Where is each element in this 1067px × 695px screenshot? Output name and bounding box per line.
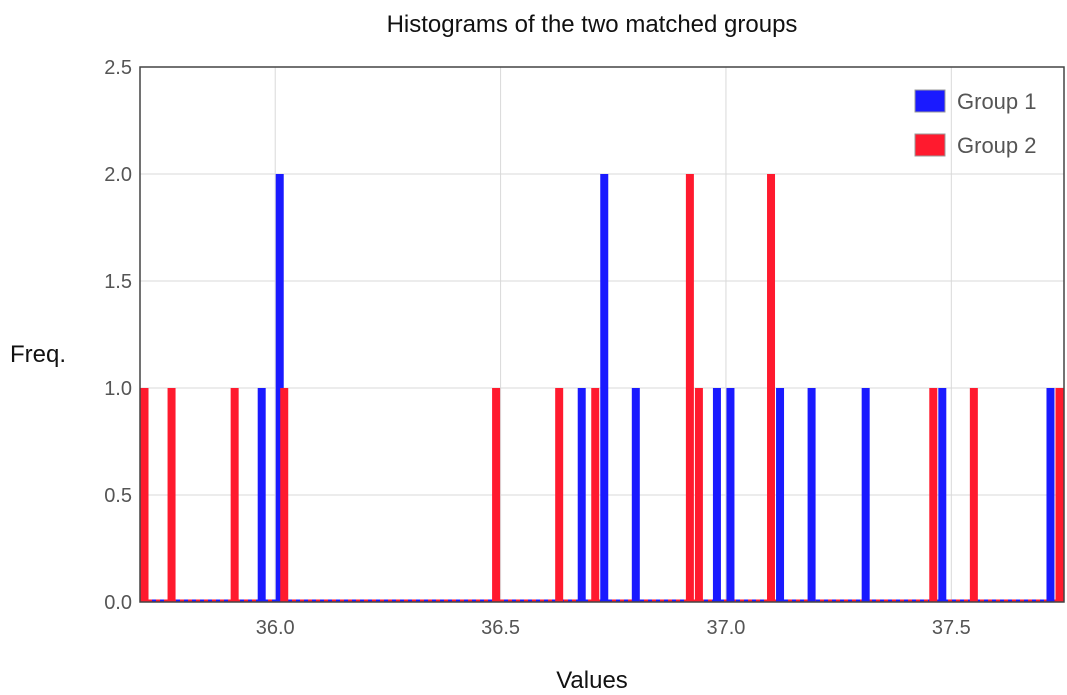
bar-group2 xyxy=(591,388,600,602)
bar-group1 xyxy=(861,388,870,602)
y-axis-label: Freq. xyxy=(10,341,66,368)
bar-group1 xyxy=(577,388,586,602)
bar-group2 xyxy=(767,174,776,602)
legend-swatch-2 xyxy=(914,133,946,157)
y-tick-label: 1.5 xyxy=(104,271,132,293)
bar-group2 xyxy=(492,388,501,602)
bar-group1 xyxy=(726,388,735,602)
bar-group1 xyxy=(257,388,266,602)
x-tick-label: 37.5 xyxy=(932,617,971,639)
bar-group2 xyxy=(555,388,564,602)
bar-group1 xyxy=(712,388,721,602)
legend-label-2: Group 2 xyxy=(957,133,1037,158)
bar-group2 xyxy=(280,388,289,602)
bar-group1 xyxy=(807,388,816,602)
y-axis-ticks: 0.0 0.5 1.0 1.5 2.0 2.5 xyxy=(104,57,132,614)
y-tick-label: 0.5 xyxy=(104,485,132,507)
x-axis-ticks: 36.0 36.5 37.0 37.5 xyxy=(256,617,971,639)
bars xyxy=(140,174,1064,602)
bar-group2 xyxy=(685,174,694,602)
legend: Group 1 Group 2 xyxy=(914,89,1037,158)
plot-frame xyxy=(139,66,1065,603)
legend-swatch-1 xyxy=(914,89,946,113)
x-tick-label: 36.5 xyxy=(481,617,520,639)
bar-group1 xyxy=(776,388,785,602)
y-tick-label: 2.0 xyxy=(104,164,132,186)
bar-group1 xyxy=(631,388,640,602)
y-tick-label: 0.0 xyxy=(104,592,132,614)
x-tick-label: 37.0 xyxy=(706,617,745,639)
x-tick-label: 36.0 xyxy=(256,617,295,639)
legend-label-1: Group 1 xyxy=(957,89,1037,114)
bar-group2 xyxy=(230,388,239,602)
x-axis-label: Values xyxy=(556,667,628,694)
bar-group2 xyxy=(694,388,703,602)
chart-title: Histograms of the two matched groups xyxy=(387,11,798,38)
bar-group2 xyxy=(929,388,938,602)
bar-group2 xyxy=(1055,388,1064,602)
bar-group1 xyxy=(600,174,609,602)
y-tick-label: 2.5 xyxy=(104,57,132,79)
bar-group1 xyxy=(938,388,947,602)
bar-group2 xyxy=(167,388,176,602)
bar-group2 xyxy=(140,388,149,602)
bar-group2 xyxy=(969,388,978,602)
bar-group1 xyxy=(275,174,284,602)
y-tick-label: 1.0 xyxy=(104,378,132,400)
bar-group1 xyxy=(1046,388,1055,602)
